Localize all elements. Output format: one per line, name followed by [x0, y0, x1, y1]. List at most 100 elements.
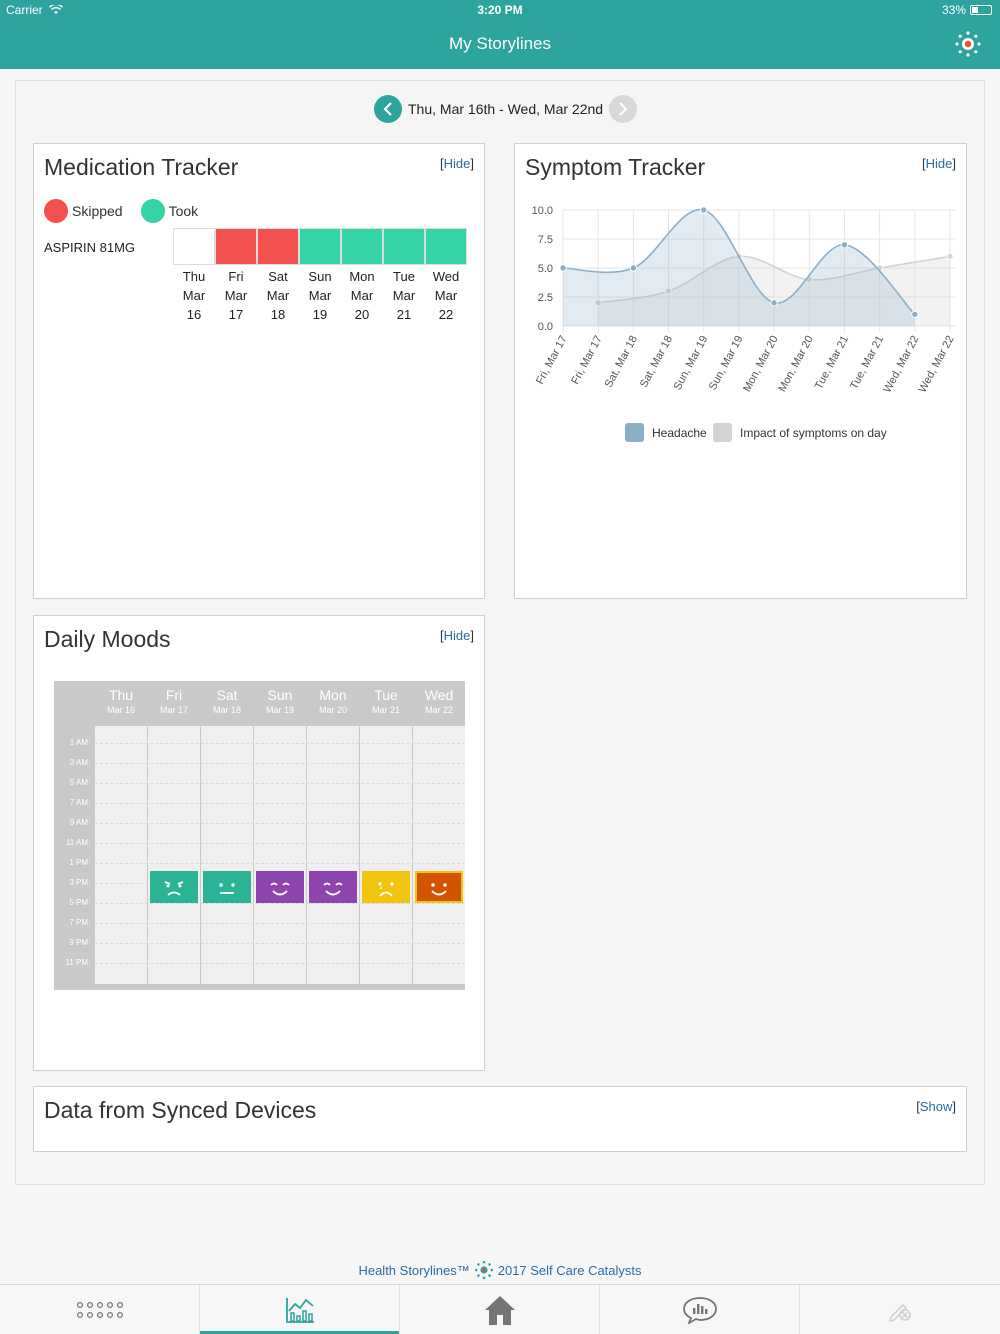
mood-day-column[interactable]: [307, 726, 359, 984]
medication-day-label: Tue Mar 21: [392, 269, 416, 322]
mood-entry-sad[interactable]: [362, 871, 410, 903]
y-tick-label: 7.5: [538, 234, 553, 246]
data-point: [664, 287, 673, 295]
page-title: My Storylines: [448, 34, 552, 53]
pen-off-icon: [888, 1303, 911, 1323]
skipped-dot: [44, 199, 68, 223]
legend-took: Took: [140, 199, 198, 223]
medication-tracker-panel: Medication Tracker [Hide] Skipped Took A…: [33, 143, 485, 599]
data-point: [559, 264, 567, 272]
mood-time-label: 7 AM: [69, 798, 88, 807]
x-tick-label: Fri, Mar 17: [534, 334, 570, 387]
mood-grid-line: [95, 943, 465, 944]
chevron-left-icon: [383, 102, 392, 116]
footer-copyright: 2017 Self Care Catalysts: [497, 1262, 642, 1278]
next-week-button[interactable]: [609, 95, 638, 123]
medication-cell-sat[interactable]: [257, 228, 299, 265]
x-tick-label: Wed, Mar 22: [917, 334, 957, 395]
medication-cell-thu[interactable]: [173, 228, 215, 265]
y-tick-label: 10.0: [532, 205, 553, 217]
mood-time-label: 11 AM: [65, 838, 88, 847]
mood-entry-content[interactable]: [309, 871, 357, 903]
daily-moods-title: Daily Moods: [44, 626, 171, 652]
synced-devices-panel: Data from Synced Devices [Show]: [33, 1086, 967, 1152]
mood-time-label: 5 AM: [69, 778, 88, 787]
data-point: [911, 310, 919, 319]
mood-day-header: Sat Mar 18: [212, 687, 241, 715]
mood-day-header: Sun Mar 19: [265, 687, 294, 715]
wifi-icon: [49, 3, 64, 14]
date-range-selector: Thu, Mar 16th - Wed, Mar 22nd: [374, 94, 638, 124]
content-face-icon: [323, 882, 343, 896]
x-tick-label: Tue, Mar 21: [848, 334, 886, 392]
mood-day-header: Mon Mar 20: [318, 687, 347, 715]
medication-cell-mon[interactable]: [341, 228, 383, 265]
mood-day-column[interactable]: [201, 726, 253, 984]
mood-grid-line: [95, 903, 465, 904]
battery-icon: [970, 5, 992, 15]
synced-devices-title: Data from Synced Devices: [44, 1097, 317, 1123]
data-point: [594, 299, 602, 307]
chart-icon: [285, 1298, 314, 1323]
series-line-1: [598, 255, 951, 304]
footer-brand[interactable]: Health Storylines™: [358, 1262, 470, 1278]
y-tick-label: 2.5: [538, 292, 553, 304]
mood-day-column[interactable]: [360, 726, 412, 984]
symptom-tracker-panel: Symptom Tracker [Hide] 10.0 7.5 5.0 2.5 0.0 F…: [514, 143, 967, 599]
symptom-hide-link[interactable]: [Hide]: [922, 156, 956, 171]
carrier-label: Carrier: [6, 3, 64, 17]
tab-insights[interactable]: [600, 1285, 800, 1334]
medication-cell-fri[interactable]: [215, 228, 257, 265]
tab-storylines[interactable]: [200, 1285, 400, 1334]
medication-status-row: [173, 228, 467, 265]
x-tick-label: Fri, Mar 17: [569, 334, 605, 387]
mood-day-column[interactable]: [413, 726, 465, 984]
mood-entry-angry[interactable]: [150, 871, 198, 903]
mood-day-column[interactable]: [95, 726, 147, 984]
medication-legend: Skipped Took: [44, 199, 216, 223]
mood-time-label: 9 AM: [69, 818, 88, 827]
mood-entry-happy[interactable]: [415, 871, 463, 903]
mood-day-column[interactable]: [148, 726, 200, 984]
mood-grid-line: [95, 803, 465, 804]
mood-entry-content[interactable]: [256, 871, 304, 903]
legend-label-0: Headache: [652, 426, 707, 440]
tab-disabled[interactable]: [800, 1285, 1000, 1334]
moods-hide-link[interactable]: [Hide]: [440, 628, 474, 643]
medication-day-label: Mon Mar 20: [349, 269, 375, 322]
mood-grid-line: [95, 863, 465, 864]
battery-percent: 33%: [941, 3, 966, 17]
mood-day-header: Thu Mar 16: [106, 687, 135, 715]
mood-time-label: 1 PM: [69, 858, 88, 867]
x-tick-label: Sun, Mar 19: [707, 334, 746, 393]
mood-day-header: Wed Mar 22: [424, 687, 454, 715]
tab-home[interactable]: [400, 1285, 600, 1334]
medication-day-label: Wed Mar 22: [432, 269, 460, 322]
angry-face-icon: [164, 881, 184, 896]
previous-week-button[interactable]: [374, 95, 402, 123]
y-tick-label: 5.0: [538, 263, 553, 275]
medication-day-label: Thu Mar 16: [182, 269, 206, 322]
dots-grid-icon: [76, 1301, 123, 1319]
legend-swatch-1: [713, 423, 732, 442]
legend-swatch-0: [625, 423, 644, 442]
mood-entry-neutral[interactable]: [203, 871, 251, 903]
mood-grid-line: [95, 823, 465, 824]
battery-indicator: 33%: [942, 3, 992, 17]
series-area-0: [563, 209, 915, 326]
tab-menu[interactable]: [0, 1285, 200, 1334]
mood-day-column[interactable]: [254, 726, 306, 984]
mood-time-label: 3 PM: [69, 878, 88, 887]
storylines-logo-icon[interactable]: [954, 30, 982, 58]
medication-cell-wed[interactable]: [425, 228, 467, 265]
y-tick-label: 0.0: [538, 321, 553, 333]
mood-time-label: 7 PM: [69, 918, 88, 927]
storylines-small-logo-icon: [474, 1260, 493, 1280]
daily-moods-panel: Daily Moods [Hide] Thu Mar 16 Fri Mar 17 Sat…: [33, 615, 485, 1071]
medication-cell-sun[interactable]: [299, 228, 341, 265]
medication-cell-tue[interactable]: [383, 228, 425, 265]
mood-time-label: 9 PM: [69, 938, 88, 947]
synced-show-link[interactable]: [Show]: [916, 1099, 956, 1114]
medication-hide-link[interactable]: [Hide]: [440, 156, 474, 171]
